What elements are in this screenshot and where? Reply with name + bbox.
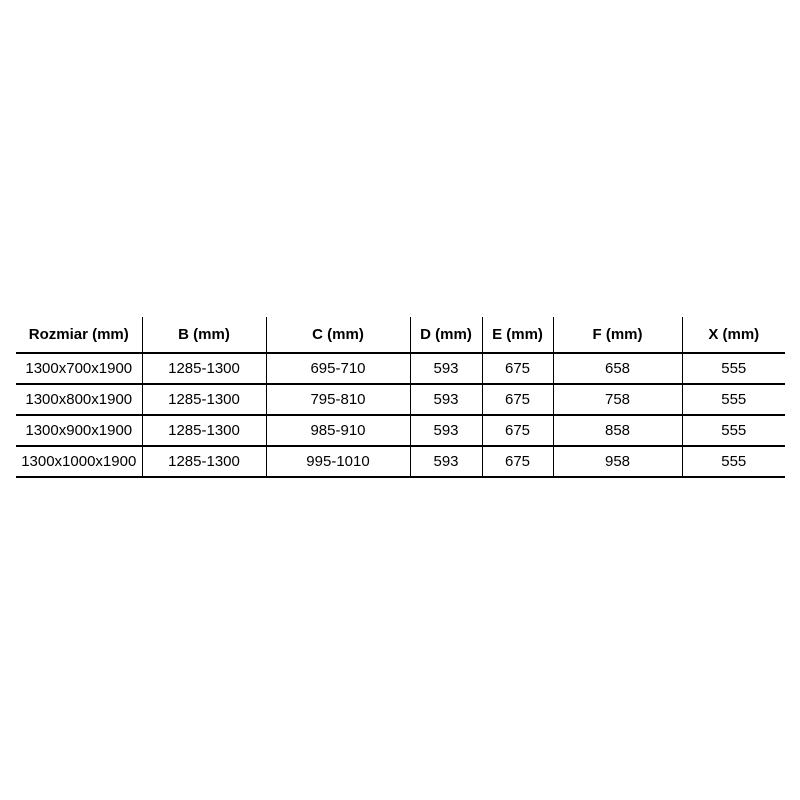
table-cell-rozmiar: 1300x1000x1900 — [16, 445, 143, 478]
table-cell-rozmiar: 1300x900x1900 — [16, 414, 143, 447]
table-cell-b: 1285-1300 — [141, 352, 267, 385]
table-cell-b: 1285-1300 — [141, 414, 267, 447]
table-cell-c: 995-1010 — [265, 445, 411, 478]
column-header-e: E (mm) — [481, 317, 554, 354]
table-cell-e: 675 — [481, 352, 554, 385]
table-cell-d: 593 — [409, 445, 483, 478]
table-row: 1300x1000x1900 1285-1300 995-1010 593 67… — [16, 445, 785, 478]
table-cell-b: 1285-1300 — [141, 383, 267, 416]
table-cell-x: 555 — [681, 383, 785, 416]
column-header-d: D (mm) — [409, 317, 483, 354]
table-cell-d: 593 — [409, 352, 483, 385]
dimensions-table: Rozmiar (mm) B (mm) C (mm) D (mm) E (mm)… — [16, 317, 785, 478]
table-cell-e: 675 — [481, 414, 554, 447]
column-header-rozmiar: Rozmiar (mm) — [16, 317, 143, 354]
table-cell-f: 658 — [552, 352, 683, 385]
table-cell-x: 555 — [681, 352, 785, 385]
header-row: Rozmiar (mm) B (mm) C (mm) D (mm) E (mm)… — [16, 317, 785, 354]
table-row: 1300x800x1900 1285-1300 795-810 593 675 … — [16, 383, 785, 416]
table-row: 1300x900x1900 1285-1300 985-910 593 675 … — [16, 414, 785, 447]
table-cell-x: 555 — [681, 414, 785, 447]
table-cell-rozmiar: 1300x700x1900 — [16, 352, 143, 385]
table-cell-f: 958 — [552, 445, 683, 478]
table-cell-c: 695-710 — [265, 352, 411, 385]
table-cell-f: 858 — [552, 414, 683, 447]
table-cell-x: 555 — [681, 445, 785, 478]
table-cell-rozmiar: 1300x800x1900 — [16, 383, 143, 416]
table-cell-b: 1285-1300 — [141, 445, 267, 478]
table-cell-d: 593 — [409, 414, 483, 447]
table-cell-d: 593 — [409, 383, 483, 416]
table-cell-c: 985-910 — [265, 414, 411, 447]
column-header-f: F (mm) — [552, 317, 683, 354]
table-cell-e: 675 — [481, 383, 554, 416]
column-header-c: C (mm) — [265, 317, 411, 354]
column-header-b: B (mm) — [141, 317, 267, 354]
table-row: 1300x700x1900 1285-1300 695-710 593 675 … — [16, 352, 785, 385]
table-cell-e: 675 — [481, 445, 554, 478]
table-cell-f: 758 — [552, 383, 683, 416]
table-cell-c: 795-810 — [265, 383, 411, 416]
column-header-x: X (mm) — [681, 317, 785, 354]
